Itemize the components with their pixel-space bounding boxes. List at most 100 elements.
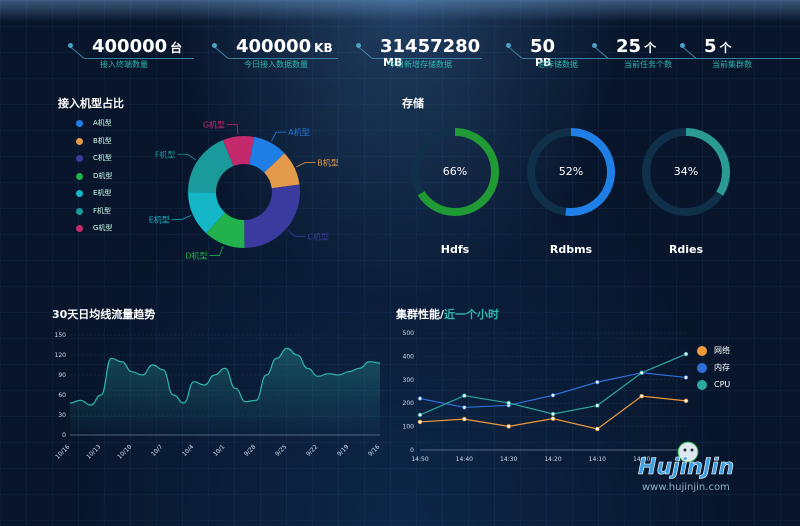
x-tick-label: 9/19: [336, 443, 351, 458]
stat-unit: KB: [314, 41, 333, 55]
x-tick-label: 10/13: [85, 443, 102, 460]
series-point[interactable]: [462, 405, 467, 410]
flow-panel-title: 30天日均线流量趋势: [52, 308, 156, 321]
stat-number: 31457280: [380, 36, 481, 57]
x-tick-label: 9/16: [367, 443, 382, 458]
legend-swatch: [76, 137, 83, 145]
series-point[interactable]: [683, 398, 689, 404]
legend-label: E机型: [93, 189, 112, 197]
x-tick-label: 14:40: [456, 456, 473, 463]
series-point[interactable]: [506, 424, 511, 429]
stat-number: 400000: [236, 36, 312, 57]
ring-name: Hdfs: [440, 243, 470, 256]
series-point[interactable]: [462, 393, 467, 398]
y-tick-label: 200: [403, 400, 415, 407]
stat-value: 25 个: [616, 36, 656, 57]
x-tick-label: 14:30: [500, 456, 517, 463]
slice-label: A机型: [288, 127, 309, 137]
storage-rings-chart: [411, 128, 730, 216]
stat-underline: [522, 58, 632, 59]
series-point[interactable]: [462, 416, 467, 422]
series-point[interactable]: [550, 416, 556, 421]
stat-unit: 个: [644, 41, 657, 55]
y-tick-label: 30: [58, 412, 66, 419]
stat-unit: 个: [719, 41, 732, 55]
slice-leader-line: [287, 229, 306, 237]
donut-slice[interactable]: [188, 192, 226, 234]
legend-label: D机型: [93, 171, 113, 180]
series-point[interactable]: [595, 426, 600, 432]
legend-swatch: [76, 190, 83, 197]
y-tick-label: 400: [403, 353, 415, 360]
x-tick-label: 9/28: [243, 443, 258, 458]
series-point[interactable]: [417, 419, 423, 425]
x-tick-label: 14:10: [589, 456, 606, 463]
stat-label: 总存储数据: [538, 60, 578, 69]
stat-connector-line: [213, 46, 229, 59]
stat-label: 当前集群数: [712, 60, 752, 69]
legend-swatch: [76, 155, 83, 162]
flow-trend-area-chart: 0 30 60 90 120 150 10/16 10/13 10/10 10/7 10/4 10/1…: [54, 332, 382, 461]
slice-label: F机型: [155, 149, 176, 159]
series-point[interactable]: [550, 411, 556, 417]
x-tick-label: 10/16: [54, 443, 71, 460]
stat-number: 5: [704, 36, 717, 57]
cluster-panel-title: 集群性能/近一个小时: [396, 306, 499, 322]
slice-leader-line: [171, 215, 192, 220]
stat-underline: [608, 58, 718, 59]
series-point[interactable]: [595, 379, 600, 385]
pie-panel-title: 接入机型占比: [58, 97, 124, 110]
series-point[interactable]: [683, 375, 689, 380]
storage-panel-title: 存储: [402, 97, 424, 110]
stat-number: 50: [530, 36, 556, 57]
ring-progress: [527, 128, 615, 216]
donut-slice[interactable]: [206, 212, 245, 249]
series-line: [419, 353, 687, 416]
slice-leader-line: [177, 153, 196, 161]
series-point[interactable]: [595, 403, 600, 408]
x-tick-label: 10/1: [212, 443, 227, 458]
stat-label: 今日接入数据数量: [244, 60, 308, 69]
ring-progress: [642, 128, 730, 216]
x-tick-label: 10/4: [181, 443, 196, 458]
watermark-url: www.hujinjin.com: [642, 482, 730, 493]
donut-slice[interactable]: [249, 136, 285, 173]
cluster-title-accent: 近一个小时: [444, 308, 500, 321]
series-point[interactable]: [639, 393, 644, 399]
legend-label: C机型: [93, 154, 112, 162]
slice-leader-line: [227, 123, 239, 135]
slice-leader-line: [209, 245, 224, 256]
y-tick-label: 300: [403, 377, 415, 384]
series-point[interactable]: [639, 370, 644, 375]
x-tick-label: 14:50: [411, 456, 428, 463]
stat-unit: PB: [535, 56, 552, 69]
slice-label: C机型: [307, 232, 329, 242]
donut-slice[interactable]: [222, 136, 255, 167]
stat-connector-line: [357, 46, 373, 59]
legend-swatch: [76, 225, 83, 232]
series-point[interactable]: [683, 351, 689, 357]
legend-swatch: [697, 363, 707, 373]
x-tick-label: 14:20: [544, 456, 561, 463]
series-point[interactable]: [417, 396, 423, 401]
donut-slice[interactable]: [188, 140, 234, 193]
ring-name: Rdies: [668, 243, 704, 256]
stat-connector-line: [69, 46, 85, 59]
y-tick-label: 150: [55, 332, 67, 339]
stat-underline: [84, 58, 194, 59]
ring-percent: 52%: [558, 165, 584, 178]
slice-label: B机型: [317, 158, 339, 168]
stat-connector-line: [681, 46, 697, 59]
stat-label: 当前任务个数: [624, 60, 672, 69]
stat-number: 400000: [92, 36, 168, 57]
series-point[interactable]: [417, 412, 423, 418]
x-tick-label: 14:00: [633, 456, 650, 463]
donut-slice[interactable]: [264, 153, 300, 189]
series-point[interactable]: [506, 400, 511, 406]
legend-swatch: [76, 172, 83, 180]
stat-connector-line: [507, 46, 523, 59]
donut-slice[interactable]: [244, 184, 300, 248]
series-point[interactable]: [550, 393, 556, 398]
legend-swatch: [76, 207, 83, 215]
